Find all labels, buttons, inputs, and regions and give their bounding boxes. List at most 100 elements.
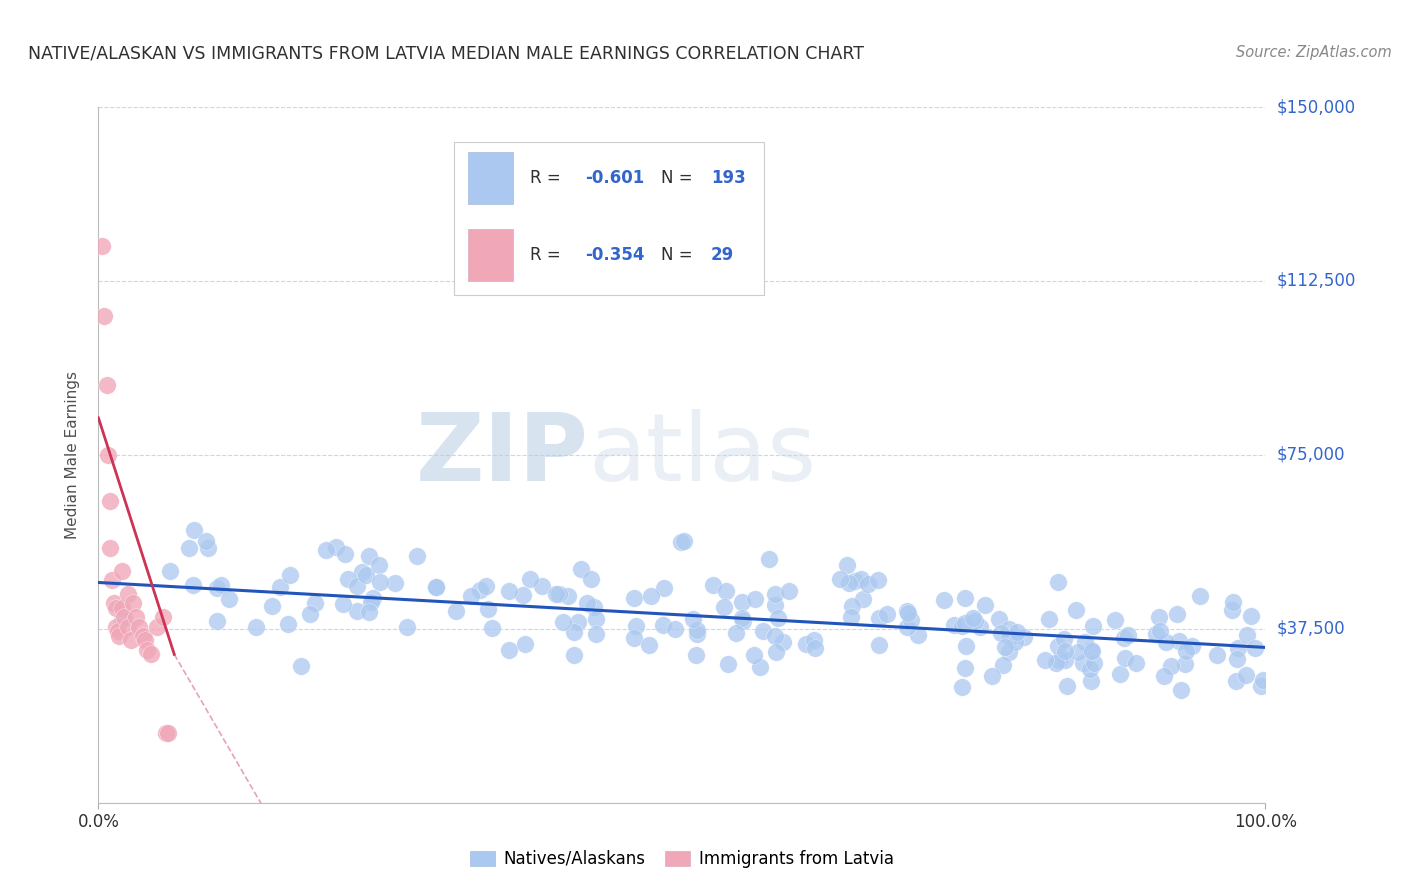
Point [120,633,142,648]
Point [1144,627,1167,641]
Point [1154,634,1177,648]
Point [682,612,704,626]
Text: $112,500: $112,500 [1277,272,1355,290]
Point [444,604,467,618]
Point [1083,619,1105,633]
Point [1071,657,1094,671]
Point [269,580,291,594]
Point [1222,603,1244,617]
FancyBboxPatch shape [468,229,513,281]
Point [998,622,1021,636]
Point [117,619,139,633]
Point [498,584,520,599]
Point [1250,679,1272,693]
Point [1205,648,1227,662]
Point [197,541,219,555]
Point [765,645,787,659]
Point [460,589,482,603]
Point [702,578,724,592]
Point [325,540,347,554]
Point [1080,642,1102,657]
Text: Source: ZipAtlas.com: Source: ZipAtlas.com [1236,45,1392,60]
Point [955,591,977,605]
Point [146,619,169,633]
Point [575,596,598,610]
Point [838,576,860,591]
Point [1239,608,1261,623]
Point [1005,625,1028,640]
Point [897,606,920,620]
Point [481,621,503,635]
Text: R =: R = [530,246,567,264]
Legend: Natives/Alaskans, Immigrants from Latvia: Natives/Alaskans, Immigrants from Latvia [464,843,900,874]
Point [717,657,740,672]
Point [346,579,368,593]
Point [638,639,661,653]
Point [569,562,592,576]
Point [564,625,586,640]
Point [652,618,675,632]
Point [953,661,976,675]
Point [425,580,447,594]
Point [1047,652,1070,666]
Point [405,549,427,564]
Point [974,599,997,613]
Point [1012,630,1035,644]
Point [1153,669,1175,683]
Point [1038,612,1060,626]
Point [498,642,520,657]
Point [714,583,737,598]
Point [111,601,134,615]
Point [117,587,139,601]
Point [932,593,955,607]
Point [1222,595,1244,609]
Text: 29: 29 [711,246,734,264]
Point [841,599,863,614]
Point [1033,653,1056,667]
Point [856,577,879,591]
Text: $37,500: $37,500 [1277,620,1346,638]
Point [1166,607,1188,621]
Point [766,611,789,625]
Point [868,573,890,587]
Point [132,629,155,643]
Point [1236,628,1258,642]
Point [1004,635,1026,649]
Point [1080,673,1102,688]
Point [713,599,735,614]
Point [991,657,1014,672]
Point [544,587,567,601]
Point [907,628,929,642]
Point [803,632,825,647]
Point [1189,589,1212,603]
Point [361,591,384,605]
Point [804,640,827,655]
Point [955,639,977,653]
Point [896,604,918,618]
Point [335,548,357,562]
Point [395,620,418,634]
Point [841,610,863,624]
Point [1227,641,1250,656]
Point [315,543,337,558]
Point [1147,610,1170,624]
Point [103,596,125,610]
Point [350,565,373,579]
Point [981,669,1004,683]
Point [512,588,534,602]
Point [772,634,794,648]
Point [477,602,499,616]
Point [1047,575,1070,590]
Point [997,645,1019,659]
Point [136,642,159,657]
Point [876,607,898,622]
Point [623,631,645,645]
Point [1053,653,1076,667]
Point [207,581,229,595]
Point [730,611,752,625]
Point [900,613,922,627]
Point [1112,631,1135,645]
Point [531,579,554,593]
Point [1167,634,1189,648]
Point [159,564,181,578]
